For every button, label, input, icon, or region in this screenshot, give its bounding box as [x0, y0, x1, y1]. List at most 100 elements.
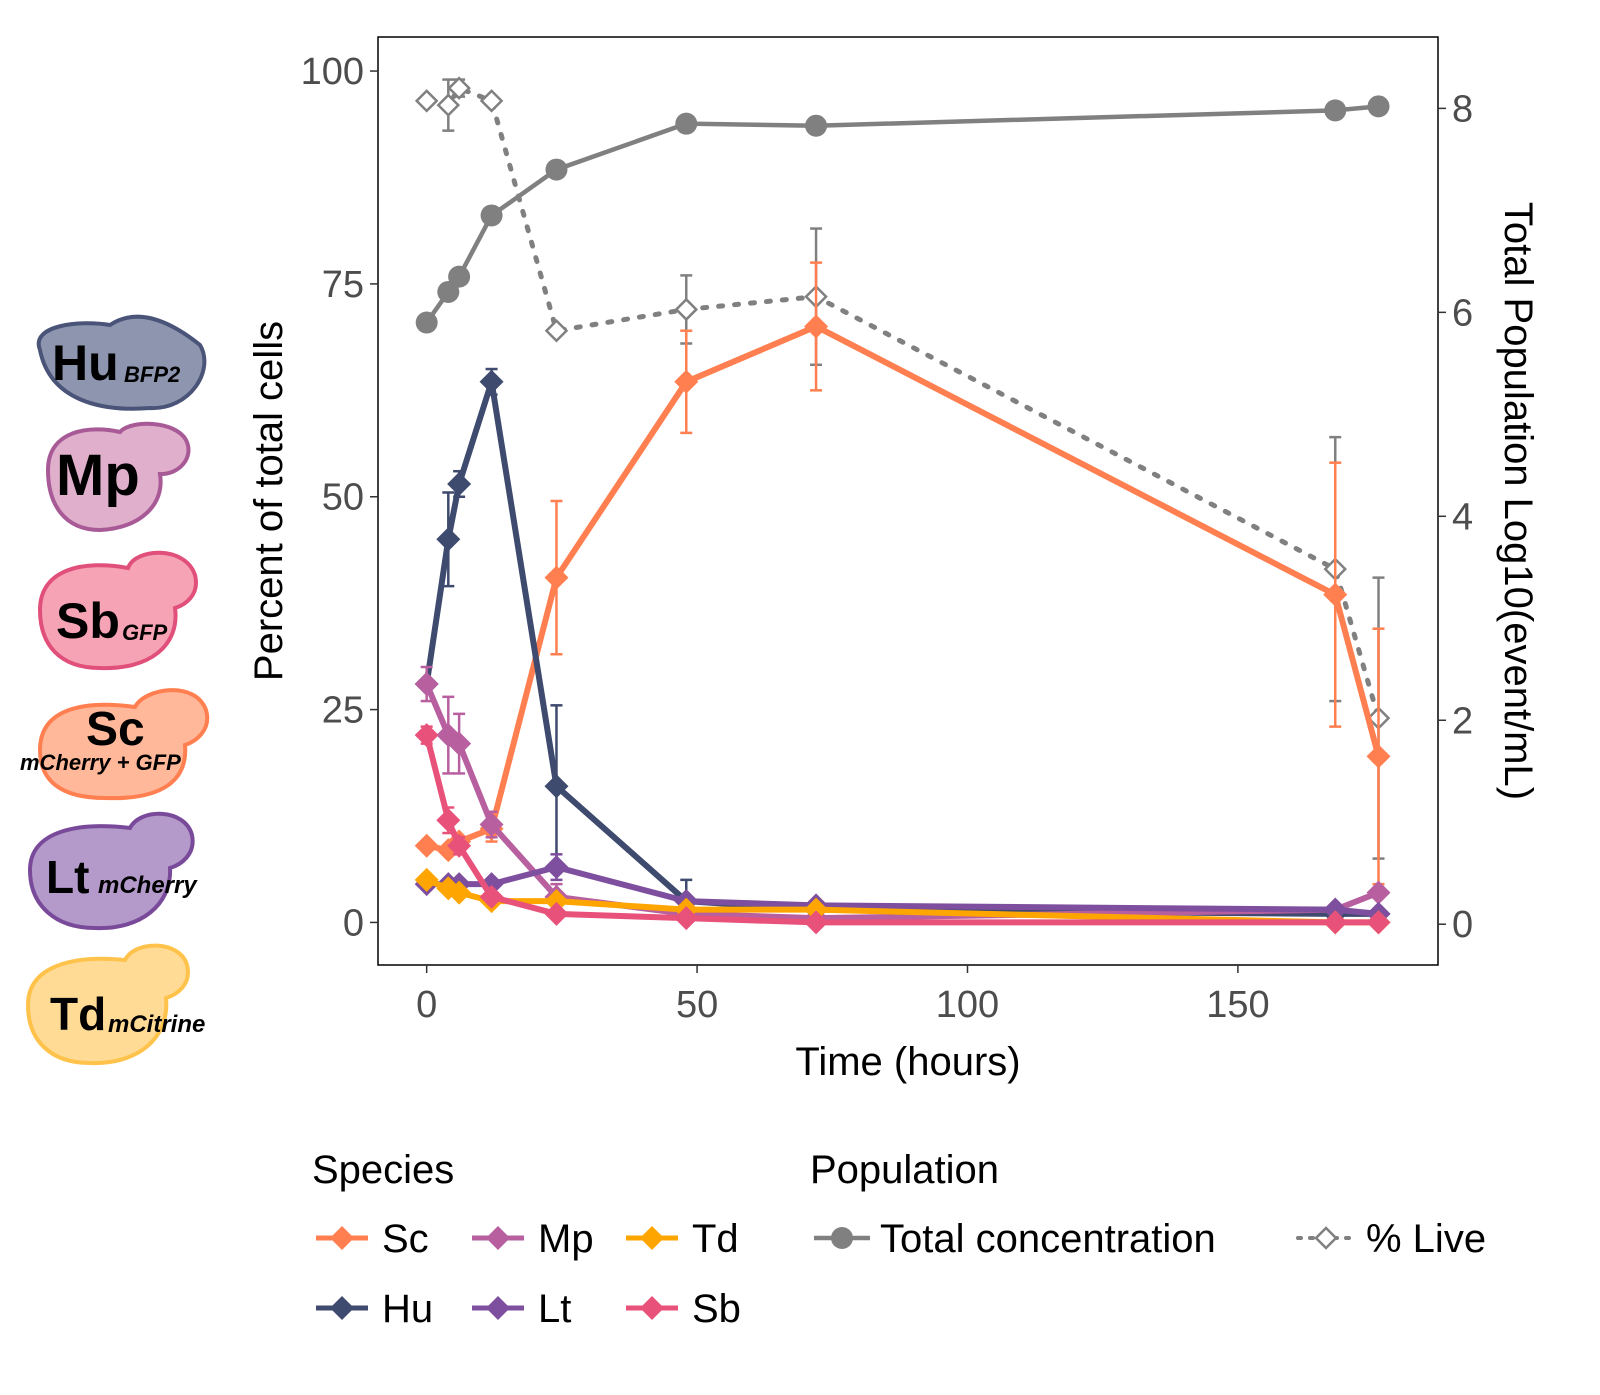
legend-key-live: [1314, 1226, 1338, 1250]
yeast-mp-icon: Mp: [45, 421, 191, 533]
legend: Species Population Sc Mp Td Hu Lt Sb Total con…: [312, 1148, 1486, 1331]
x-tick-label: 0: [416, 984, 437, 1026]
key-sub-sb: GFP: [122, 620, 168, 645]
point-sc: [804, 314, 829, 339]
legend-label-total: Total concentration: [880, 1217, 1216, 1261]
point-sc: [674, 369, 699, 394]
yeast-td-icon: Td mCitrine: [25, 943, 205, 1066]
x-axis-title: Time (hours): [795, 1040, 1020, 1084]
key-label-mp: Mp: [56, 443, 140, 508]
legend-key-mp: [486, 1226, 510, 1250]
point-total: [437, 280, 460, 303]
point-lt: [544, 855, 569, 880]
y2-tick-label: 8: [1452, 88, 1473, 130]
key-sub-lt: mCherry: [98, 872, 198, 899]
legend-label-hu: Hu: [382, 1287, 433, 1331]
x-tick-label: 150: [1206, 984, 1269, 1026]
point-sb: [1323, 910, 1348, 935]
yeast-hu-icon: Hu BFP2: [36, 314, 207, 411]
key-sub-td: mCitrine: [108, 1011, 205, 1038]
legend-species-title: Species: [312, 1148, 454, 1192]
point-lt: [1323, 897, 1348, 922]
point-td: [414, 867, 439, 892]
y2-tick-label: 4: [1452, 496, 1473, 538]
y-tick-label: 0: [343, 902, 364, 944]
species-series: [414, 261, 1391, 935]
point-live: [414, 89, 439, 113]
point-live: [674, 297, 699, 322]
point-mp: [479, 812, 504, 837]
legend-label-lt: Lt: [538, 1287, 571, 1331]
x-tick-label: 50: [676, 984, 718, 1026]
plot-panel: [377, 36, 1439, 966]
point-sb: [674, 906, 699, 931]
point-sb: [447, 833, 472, 858]
point-total: [1367, 95, 1390, 118]
point-total: [675, 112, 698, 135]
point-hu: [479, 369, 504, 394]
point-live: [544, 318, 569, 343]
point-hu: [544, 774, 569, 799]
yeast-sc-icon: Sc mCherry + GFP: [20, 688, 210, 801]
legend-key-lt: [486, 1296, 510, 1320]
key-sub-sc: mCherry + GFP: [20, 750, 181, 775]
key-label-sb: Sb: [56, 593, 120, 649]
point-live: [447, 76, 471, 100]
series-sb: [414, 723, 1391, 935]
x-axis: 0 50 100 150: [416, 965, 1270, 1026]
point-sc: [1366, 744, 1391, 769]
key-sub-hu: BFP2: [124, 362, 181, 387]
point-live: [479, 89, 504, 113]
point-hu: [447, 471, 472, 496]
y-axis-left: 0 25 50 75 100: [301, 51, 378, 944]
point-sb: [804, 910, 829, 935]
point-sb: [544, 901, 569, 926]
point-total: [1324, 99, 1347, 122]
legend-label-td: Td: [692, 1217, 739, 1261]
point-sc: [414, 833, 439, 858]
point-sb: [414, 723, 439, 748]
legend-label-live: % Live: [1366, 1217, 1486, 1261]
point-mp: [447, 731, 472, 756]
point-td: [804, 897, 829, 922]
y-tick-label: 75: [322, 264, 364, 306]
point-total: [480, 204, 503, 227]
key-label-hu: Hu: [52, 335, 119, 391]
legend-population-title: Population: [810, 1148, 999, 1192]
legend-key-td: [640, 1226, 664, 1250]
y-tick-label: 50: [322, 477, 364, 519]
point-sc: [544, 565, 569, 590]
y2-tick-label: 0: [1452, 904, 1473, 946]
y-tick-label: 25: [322, 690, 364, 732]
legend-key-sb: [640, 1296, 664, 1320]
x-tick-label: 100: [936, 984, 999, 1026]
key-label-lt: Lt: [46, 851, 89, 903]
y2-tick-label: 2: [1452, 700, 1473, 742]
y2-axis-title: Total Population Log10(event/mL): [1496, 202, 1540, 800]
legend-key-hu: [330, 1296, 354, 1320]
point-mp: [1366, 880, 1391, 905]
legend-label-mp: Mp: [538, 1217, 594, 1261]
key-label-td: Td: [50, 988, 106, 1040]
legend-label-sb: Sb: [692, 1287, 741, 1331]
point-sb: [436, 808, 461, 833]
yeast-sb-icon: Sb GFP: [37, 550, 198, 671]
point-total: [415, 311, 438, 334]
legend-key-total: [831, 1227, 853, 1249]
yeast-lt-icon: Lt mCherry: [27, 811, 198, 931]
point-hu: [436, 527, 461, 552]
point-sc: [1323, 582, 1348, 607]
y-axis-right: 0 2 4 6 8: [1438, 88, 1473, 946]
legend-label-sc: Sc: [382, 1217, 429, 1261]
point-total: [545, 158, 568, 181]
point-sb: [479, 884, 504, 909]
point-sb: [1366, 910, 1391, 935]
yeast-key: Hu BFP2 Mp Sb GFP Sc mCherry + GFP Lt mC…: [20, 314, 210, 1066]
population-series: [414, 76, 1391, 860]
point-total: [448, 265, 471, 288]
point-td: [447, 880, 472, 905]
point-total: [805, 114, 828, 137]
y2-tick-label: 6: [1452, 292, 1473, 334]
legend-key-sc: [330, 1226, 354, 1250]
